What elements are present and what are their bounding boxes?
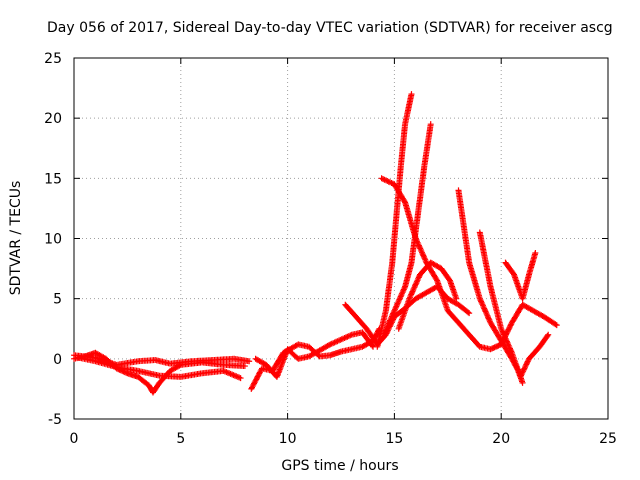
y-tick-label: 15 [44, 171, 62, 187]
x-tick-label: 5 [176, 431, 185, 447]
y-tick-label: 5 [53, 292, 62, 308]
plus-marks [252, 329, 377, 380]
plus-marks [374, 91, 415, 350]
data-marks [71, 91, 560, 396]
x-tick-label: 25 [599, 431, 617, 447]
x-axis-label: GPS time / hours [281, 458, 398, 474]
chart-title: Day 056 of 2017, Sidereal Day-to-day VTE… [47, 20, 613, 36]
y-tick-label: 25 [44, 51, 62, 67]
plus-marks [71, 352, 253, 368]
plus-marks [380, 121, 434, 338]
series-track-13 [502, 249, 539, 302]
x-tick-label: 10 [279, 431, 297, 447]
plus-marks [395, 259, 460, 332]
series-track-8 [380, 121, 434, 338]
series-track-10 [395, 259, 460, 332]
y-tick-label: -5 [48, 412, 62, 428]
series-track-5 [252, 329, 377, 380]
series-track-7 [374, 91, 415, 350]
plus-marks [71, 349, 248, 396]
series-track-3 [71, 352, 253, 368]
x-tick-label: 15 [385, 431, 403, 447]
tick-labels: 0 5 10 15 20 25 -5 0 5 10 15 20 25 [44, 51, 617, 447]
plus-marks [476, 229, 552, 380]
x-tick-label: 20 [492, 431, 510, 447]
y-axis-label: SDTVAR / TECUs [8, 181, 24, 296]
series-track-1 [71, 349, 248, 396]
series-track-12 [476, 229, 552, 380]
y-tick-label: 20 [44, 111, 62, 127]
plus-marks [502, 249, 539, 302]
x-tick-label: 0 [70, 431, 79, 447]
y-tick-label: 10 [44, 232, 62, 248]
y-tick-label: 0 [53, 352, 62, 368]
